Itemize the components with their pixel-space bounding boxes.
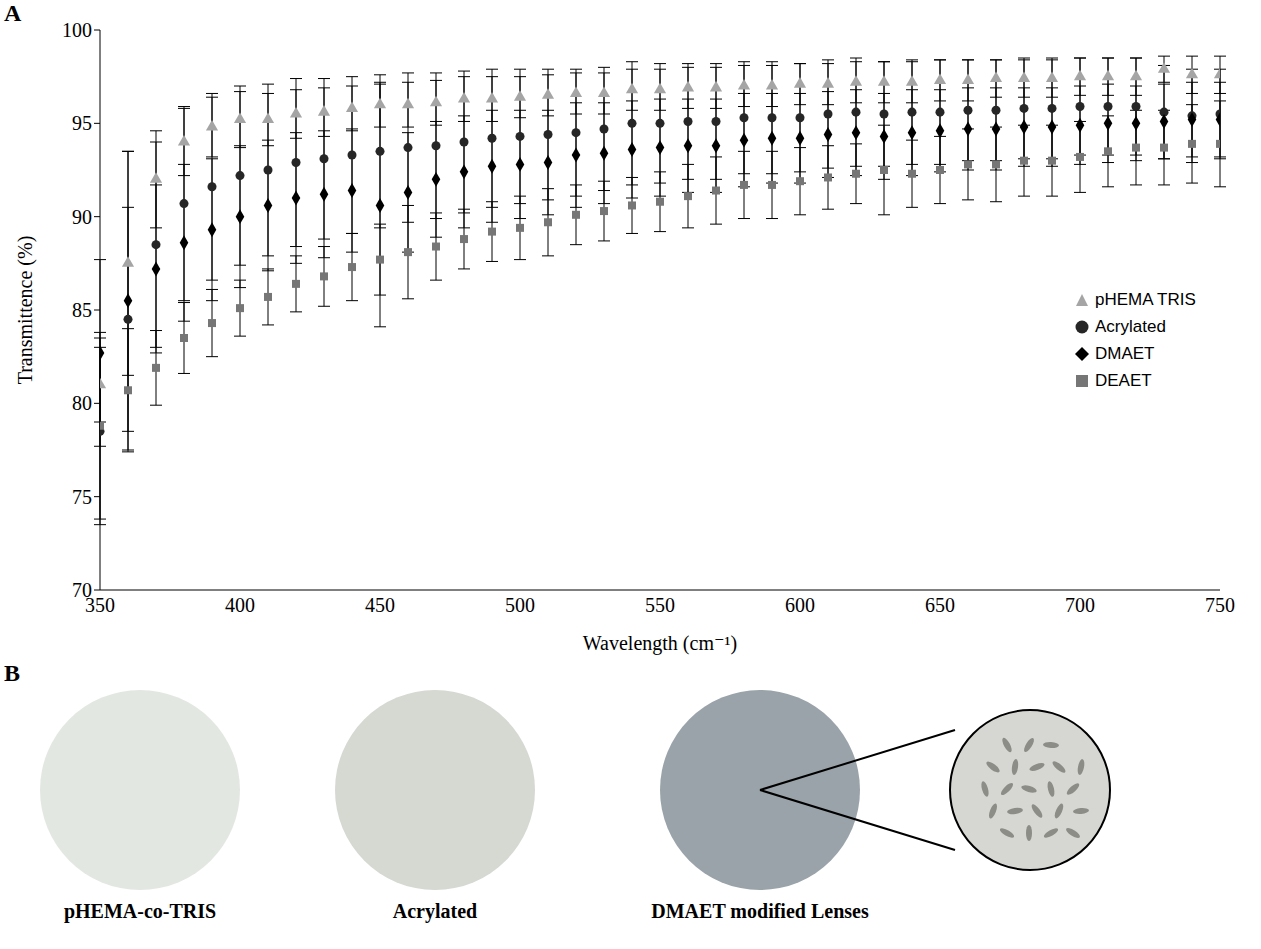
- svg-text:400: 400: [225, 594, 255, 616]
- svg-text:75: 75: [72, 486, 92, 508]
- html-text:B: B: [4, 660, 20, 686]
- html-text:DEAET: DEAET: [1095, 371, 1152, 390]
- svg-text:Transmittence (%): Transmittence (%): [14, 236, 37, 385]
- svg-text:350: 350: [85, 594, 115, 617]
- svg-text:450: 450: [365, 594, 395, 616]
- svg-text:95: 95: [72, 112, 92, 134]
- html-text:Acrylated: Acrylated: [1095, 317, 1166, 336]
- svg-text:650: 650: [925, 594, 955, 616]
- svg-text:550: 550: [645, 594, 675, 616]
- svg-text:750: 750: [1205, 594, 1235, 616]
- html-text:DMAET: DMAET: [1095, 344, 1155, 363]
- svg-text:85: 85: [72, 299, 92, 321]
- html-text:Acrylated: Acrylated: [392, 900, 478, 922]
- svg-text:500: 500: [505, 594, 535, 616]
- svg-text:Wavelength (cm⁻¹): Wavelength (cm⁻¹): [583, 632, 737, 655]
- svg-text:90: 90: [72, 206, 92, 228]
- html-text:DMAET modified Lenses: DMAET modified Lenses: [651, 900, 869, 922]
- html-text:pHEMA TRIS: pHEMA TRIS: [1095, 290, 1196, 309]
- html-text:A: A: [4, 0, 22, 26]
- svg-text:600: 600: [785, 594, 815, 616]
- svg-text:80: 80: [72, 392, 92, 414]
- svg-text:100: 100: [62, 19, 92, 41]
- svg-text:700: 700: [1065, 594, 1095, 616]
- html-text:pHEMA-co-TRIS: pHEMA-co-TRIS: [63, 900, 217, 922]
- svg-text:70: 70: [72, 579, 92, 601]
